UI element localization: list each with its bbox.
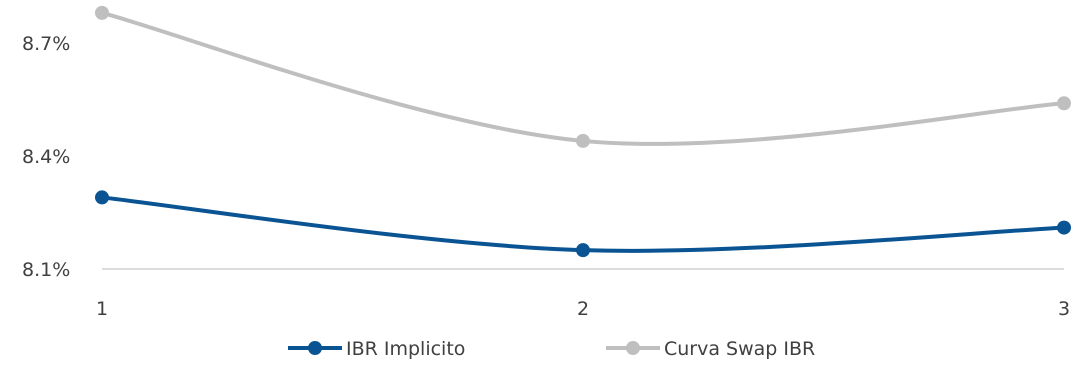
series-ibr-implicito (95, 190, 1071, 258)
series-curva-swap-ibr (95, 5, 1071, 148)
legend-item-ibr-implicito[interactable]: IBR Implicito (288, 338, 465, 360)
x-tick-label: 1 (96, 298, 108, 320)
legend-item-curva-swap-ibr[interactable]: Curva Swap IBR (606, 338, 815, 360)
legend-label: IBR Implicito (346, 338, 465, 360)
data-point-curva-swap-ibr (95, 5, 109, 20)
series-line-ibr-implicito (100, 195, 1066, 253)
legend-swatch-marker (626, 341, 640, 355)
y-tick-label: 8.4% (22, 146, 70, 168)
x-tick-label: 2 (577, 298, 589, 320)
y-tick-label: 8.1% (22, 259, 70, 281)
data-point-curva-swap-ibr (576, 133, 590, 148)
series-line-curva-swap-ibr (100, 10, 1066, 146)
data-point-ibr-implicito (1057, 220, 1071, 235)
y-tick-label: 8.7% (22, 33, 70, 55)
data-point-curva-swap-ibr (1057, 96, 1071, 111)
legend-label: Curva Swap IBR (664, 338, 815, 360)
data-point-ibr-implicito (95, 190, 109, 205)
legend-swatch-marker (308, 341, 322, 355)
x-tick-label: 3 (1058, 298, 1070, 320)
data-point-ibr-implicito (576, 243, 590, 258)
